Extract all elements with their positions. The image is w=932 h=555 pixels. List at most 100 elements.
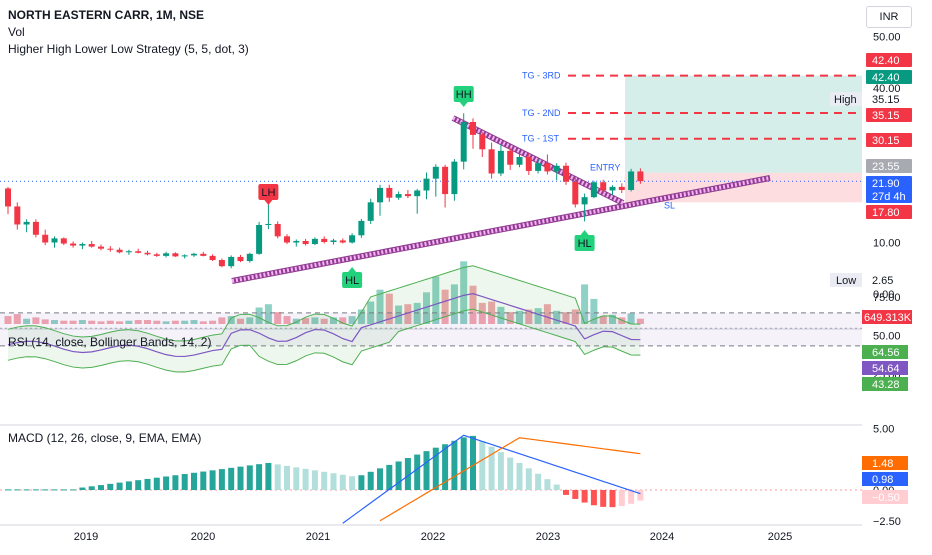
candle-body — [544, 163, 551, 172]
macd-histogram-bar — [432, 447, 439, 490]
macd-histogram-bar — [200, 471, 207, 490]
time-axis-label: 2024 — [650, 531, 674, 543]
volume-bar — [516, 310, 523, 324]
price-tick: 50.00 — [873, 32, 901, 44]
macd-histogram-bar — [377, 468, 383, 490]
volume-bar — [23, 318, 31, 324]
volume-bar — [488, 301, 496, 324]
volume-bar — [209, 320, 217, 324]
candle-body — [284, 236, 290, 243]
symbol-title[interactable]: NORTH EASTERN CARR, 1M, NSE — [8, 8, 205, 22]
volume-bar — [125, 320, 133, 324]
candle-body — [42, 234, 49, 243]
pivot-hl-marker: HL — [574, 230, 595, 251]
macd-histogram-bar — [172, 475, 179, 490]
pivot-box — [574, 235, 595, 251]
volume-bar — [153, 320, 161, 324]
volume-bar — [376, 289, 384, 324]
rsi-tag-text: 43.28 — [872, 379, 900, 391]
pivot-box — [342, 272, 363, 288]
currency-button[interactable]: INR — [866, 6, 912, 28]
volume-bar — [106, 320, 114, 324]
macd-tag-text: 1.48 — [872, 458, 893, 470]
price-tag-text: 35.15 — [872, 110, 900, 122]
volume-bar — [199, 321, 207, 324]
macd-tag — [862, 456, 908, 470]
macd-histogram-bar — [191, 472, 197, 490]
volume-bar — [311, 317, 319, 324]
volume-bar — [571, 309, 579, 324]
pivot-pointer — [264, 200, 273, 205]
volume-bar — [292, 318, 300, 324]
volume-bar — [218, 317, 226, 324]
volume-bar — [460, 261, 468, 324]
macd-histogram-bar — [293, 467, 300, 490]
signal-line — [379, 437, 641, 522]
price-tag-text: 17.80 — [872, 207, 900, 219]
macd-legend[interactable]: MACD (12, 26, close, 9, EMA, EMA) — [8, 431, 202, 445]
volume-bar — [88, 320, 96, 324]
price-tag-text: 27d 4h — [872, 191, 906, 203]
candle-body — [618, 186, 625, 190]
candle-body — [144, 252, 151, 255]
candle-body — [256, 224, 263, 254]
volume-legend[interactable]: Vol — [8, 25, 25, 39]
macd-histogram-bar — [581, 490, 588, 503]
rsi-bollinger-upper — [7, 265, 641, 342]
volume-bar — [13, 314, 21, 324]
candle-body — [367, 202, 374, 221]
candle-body — [209, 255, 216, 261]
volume-bar — [330, 317, 337, 324]
macd-histogram-bar — [544, 479, 551, 490]
low-label: Low — [836, 275, 856, 287]
volume-bar — [78, 320, 86, 324]
price-tag-text: 42.40 — [872, 72, 900, 84]
macd-histogram-bar — [414, 454, 421, 490]
candle-body — [116, 249, 123, 253]
time-axis-label: 2021 — [306, 531, 330, 543]
macd-histogram-bar — [488, 446, 495, 490]
macd-histogram-bar — [274, 464, 281, 490]
price-tag — [866, 133, 912, 147]
candle-body — [200, 253, 207, 256]
price-tick: 40.00 — [873, 83, 901, 95]
macd-histogram-bar — [330, 473, 337, 490]
candle-body — [470, 121, 476, 135]
macd-histogram-bar — [637, 490, 644, 501]
macd-histogram-bar — [60, 489, 67, 491]
candle-body — [218, 260, 225, 267]
pivot-label: LH — [261, 187, 275, 199]
macd-tag — [862, 472, 908, 486]
volume-bar — [506, 312, 514, 324]
candle-body — [172, 253, 179, 257]
macd-histogram-bar — [265, 462, 272, 490]
candle-body — [79, 244, 86, 246]
volume-bar — [562, 312, 570, 324]
pivot-label: HL — [345, 275, 359, 287]
candle-body — [404, 194, 411, 197]
pivot-hh-marker: HH — [453, 86, 474, 107]
volume-bar — [599, 316, 607, 324]
macd-histogram-bar — [256, 464, 263, 490]
macd-histogram-bar — [14, 489, 21, 491]
candle-body — [442, 166, 449, 195]
candle-body — [507, 150, 514, 165]
volume-bar — [32, 317, 40, 324]
candle-body — [358, 220, 365, 236]
volume-bar — [97, 321, 105, 324]
macd-histogram-bar — [116, 482, 123, 490]
candle-body — [581, 197, 588, 205]
volume-bar — [553, 310, 561, 324]
pivot-label: HH — [456, 89, 472, 101]
volume-bar — [162, 321, 170, 324]
candle-body — [637, 171, 644, 182]
macd-histogram-bar — [349, 476, 356, 490]
candle-body — [395, 194, 402, 198]
macd-histogram-bar — [404, 458, 411, 490]
rsi-legend[interactable]: RSI (14, close, Bollinger Bands, 14, 2) — [8, 335, 212, 349]
sl-label: SL — [664, 200, 675, 210]
rsi-tag — [862, 361, 908, 375]
strategy-legend[interactable]: Higher High Lower Low Strategy (5, 5, do… — [8, 42, 249, 56]
